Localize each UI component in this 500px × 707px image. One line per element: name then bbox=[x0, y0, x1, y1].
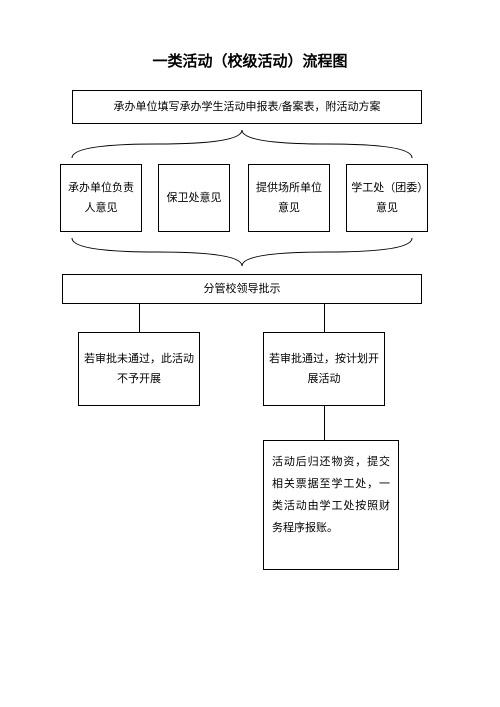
node-opinion-security: 保卫处意见 bbox=[158, 164, 230, 232]
connector-to-final bbox=[324, 406, 325, 440]
bracket-fanout bbox=[0, 128, 500, 162]
page-title: 一类活动（校级活动）流程图 bbox=[60, 50, 440, 71]
node-leader-approval: 分管校领导批示 bbox=[62, 274, 422, 304]
node-opinion-student-affairs: 学工处（团委）意见 bbox=[346, 164, 428, 232]
node-rejected: 若审批未通过，此活动不予开展 bbox=[78, 332, 200, 406]
bracket-fanin bbox=[0, 236, 500, 270]
node-approved: 若审批通过，按计划开展活动 bbox=[263, 332, 385, 406]
node-opinion-organizer: 承办单位负责人意见 bbox=[60, 164, 142, 232]
connector-to-reject bbox=[139, 304, 140, 332]
node-submit-form: 承办单位填写承办学生活动申报表/备案表，附活动方案 bbox=[72, 90, 422, 124]
node-opinion-venue: 提供场所单位意见 bbox=[248, 164, 330, 232]
node-final-report: 活动后归还物资，提交相关票据至学工处，一类活动由学工处按照财务程序报账。 bbox=[263, 440, 399, 570]
connector-to-approve bbox=[324, 304, 325, 332]
